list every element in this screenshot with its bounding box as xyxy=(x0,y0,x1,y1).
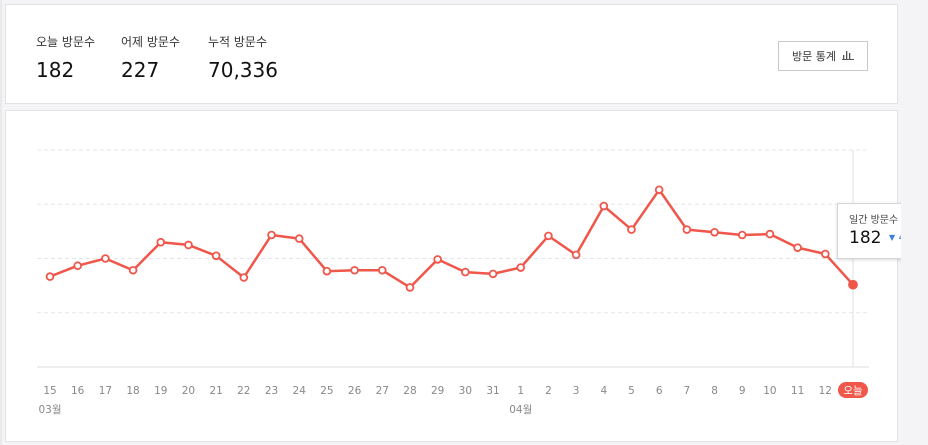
data-point xyxy=(156,237,166,247)
x-tick-label: 27 xyxy=(376,385,389,397)
month-label: 04월 xyxy=(509,404,532,416)
data-point xyxy=(821,249,830,259)
x-tick-label: 12 xyxy=(819,385,832,397)
data-point xyxy=(710,227,719,237)
data-point xyxy=(45,272,55,281)
today-badge xyxy=(838,382,868,398)
data-point xyxy=(322,266,332,276)
visit-stats-button[interactable]: 방문 통계 xyxy=(778,41,868,71)
x-tick-label: 22 xyxy=(237,385,250,397)
total-visits-value: 70,336 xyxy=(208,58,278,82)
x-tick-label: 4 xyxy=(600,385,607,397)
yesterday-visits-stat: 어제 방문수 227 xyxy=(121,33,180,82)
data-point xyxy=(682,225,692,234)
tooltip-value: 182 xyxy=(849,228,882,248)
x-tick-label: 26 xyxy=(348,385,362,397)
x-tick-label: 8 xyxy=(711,385,718,397)
page-right-margin xyxy=(901,0,928,445)
data-point xyxy=(101,254,110,263)
today-data-point xyxy=(848,279,858,290)
data-point xyxy=(737,230,747,240)
x-tick-label: 1 xyxy=(517,385,524,397)
x-tick-label: 3 xyxy=(573,385,580,397)
data-point xyxy=(627,225,636,234)
total-visits-label: 누적 방문수 xyxy=(208,35,268,49)
caret-down-icon: ▼ xyxy=(889,233,896,242)
x-tick-label: 28 xyxy=(403,385,416,397)
x-tick-label: 2 xyxy=(545,385,552,397)
data-point xyxy=(654,185,664,195)
visitor-summary-card: 오늘 방문수 182 어제 방문수 227 누적 방문수 70,336 방문 통… xyxy=(5,4,898,104)
x-tick-label: 30 xyxy=(459,385,472,397)
data-point xyxy=(377,265,387,275)
tooltip-label: 일간 방문수 xyxy=(849,215,899,226)
x-tick-label: 17 xyxy=(99,385,112,397)
x-tick-label: 15 xyxy=(43,385,56,397)
series-line xyxy=(49,188,854,289)
x-tick-label: 31 xyxy=(486,385,499,397)
x-tick-label: 16 xyxy=(71,385,85,397)
x-tick-label: 21 xyxy=(209,385,222,397)
data-point xyxy=(128,265,138,275)
x-tick-label: 9 xyxy=(739,385,746,397)
data-point xyxy=(461,267,470,277)
total-visits-stat: 누적 방문수 70,336 xyxy=(208,33,278,82)
x-tick-label-today: 오늘 xyxy=(843,385,863,397)
data-point xyxy=(433,255,442,264)
today-visits-value: 182 xyxy=(36,58,75,82)
x-tick-label: 25 xyxy=(320,385,333,397)
x-tick-label: 29 xyxy=(431,385,444,397)
data-point xyxy=(599,201,609,211)
left-divider xyxy=(0,0,2,445)
daily-visits-chart: 15 16 17 18 19 20 21 22 23 24 25 26 27 28 29 30 31 1 2 3 4 5 6… xyxy=(37,149,869,416)
data-point xyxy=(571,250,581,260)
data-point xyxy=(544,231,553,241)
data-point xyxy=(793,243,802,252)
yesterday-visits-label: 어제 방문수 xyxy=(121,35,181,49)
x-tick-label: 10 xyxy=(763,385,776,397)
today-visits-label: 오늘 방문수 xyxy=(36,35,96,49)
data-point xyxy=(211,251,221,261)
data-point xyxy=(405,283,415,292)
x-tick-label: 7 xyxy=(684,385,691,397)
data-point xyxy=(516,263,526,272)
data-point xyxy=(488,269,498,279)
x-tick-label: 11 xyxy=(791,385,804,397)
x-tick-label: 18 xyxy=(126,385,139,397)
data-point xyxy=(239,273,249,282)
data-point xyxy=(184,240,193,250)
data-point xyxy=(765,229,775,239)
x-tick-label: 24 xyxy=(293,385,307,397)
x-tick-label: 23 xyxy=(265,385,278,397)
daily-visits-chart-card: 15 16 17 18 19 20 21 22 23 24 25 26 27 28 29 30 31 1 2 3 4 5 6… xyxy=(5,110,898,442)
today-visits-stat: 오늘 방문수 182 xyxy=(36,33,95,82)
yesterday-visits-value: 227 xyxy=(121,58,160,82)
x-tick-label: 5 xyxy=(628,385,635,397)
visit-stats-button-label: 방문 통계 xyxy=(792,50,836,63)
x-tick-label: 19 xyxy=(154,385,167,397)
data-point xyxy=(350,265,359,275)
data-point xyxy=(267,230,276,240)
data-point xyxy=(294,234,304,243)
x-tick-label: 6 xyxy=(656,385,663,397)
data-point xyxy=(73,261,82,271)
month-label: 03월 xyxy=(38,404,61,416)
bar-chart-icon xyxy=(841,49,854,63)
x-tick-label: 20 xyxy=(182,385,195,397)
